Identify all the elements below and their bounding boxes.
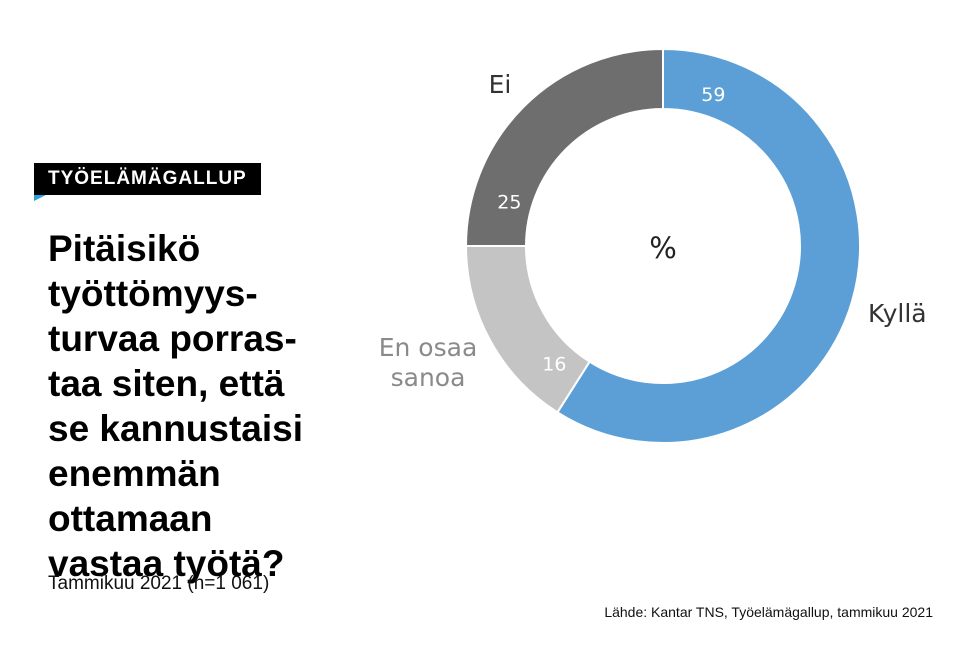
donut-slice [556,47,861,444]
question-line: ottamaan [48,498,213,539]
question-line: enemmän [48,453,221,494]
slice-value-label: 16 [542,353,566,375]
slice-value-label: 59 [701,84,725,106]
center-unit-label: % [649,231,677,265]
donut-slice [464,47,664,247]
question-line: työttömyys- [48,273,258,314]
survey-date: Tammikuu 2021 (n=1 061) [48,573,270,594]
slice-category-label: Ei [489,70,512,99]
source-note: Lähde: Kantar TNS, Työelämägallup, tammi… [604,604,933,620]
tag-accent [34,195,46,201]
question-line: taa siten, että [48,363,285,404]
question-line: turvaa porras- [48,318,297,359]
slice-category-label: Kyllä [868,299,927,328]
question-line: vastaa työtä? [48,543,285,584]
question-line: se kannustaisi [48,408,304,449]
slice-category-label: En osaa sanoa [379,333,478,392]
slice-value-label: 25 [497,191,521,213]
section-tag: TYÖELÄMÄGALLUP [34,163,261,195]
question-line: Pitäisikö [48,228,201,269]
question-title: Pitäisikö työttömyys- turvaa porras- taa… [48,226,348,586]
donut-slice [464,245,591,414]
